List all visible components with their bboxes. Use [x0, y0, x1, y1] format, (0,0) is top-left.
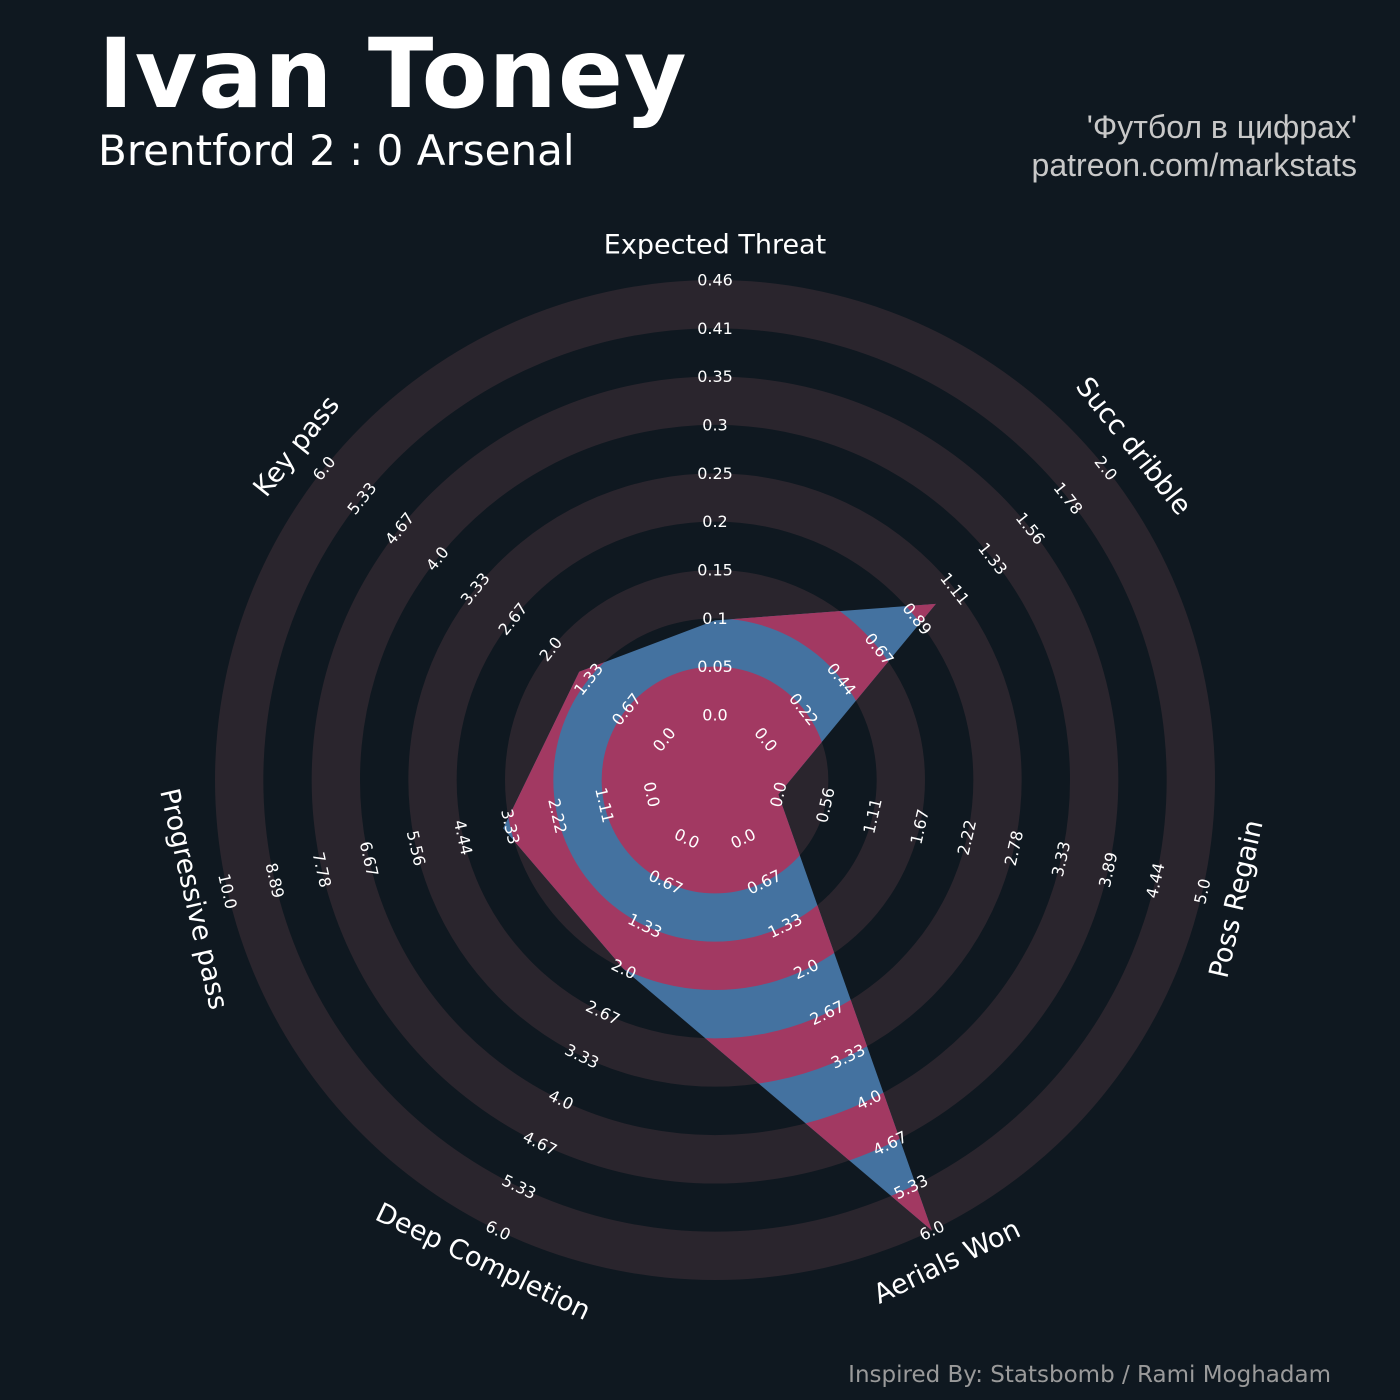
axis-label: Poss Regain [1204, 817, 1270, 981]
player-name-title: Ivan Toney [98, 18, 688, 130]
tick-label: 0.46 [697, 271, 733, 290]
footer-attribution: Inspired By: Statsbomb / Rami Moghadam [848, 1362, 1331, 1388]
tick-label: 0.05 [697, 657, 733, 676]
player-polygon [503, 603, 936, 1231]
tick-label: 0.41 [697, 319, 733, 338]
polygon-stripe [601, 666, 829, 894]
tick-label: 0.3 [702, 416, 727, 435]
credit-line-2: patreon.com/markstats [1031, 147, 1357, 183]
tick-label: 0.1 [702, 609, 727, 628]
axis-label: Expected Threat [604, 230, 826, 261]
tick-label: 0.35 [697, 367, 733, 386]
tick-label: 0.2 [702, 512, 727, 531]
tick-label: 0.0 [702, 706, 727, 725]
tick-label: 0.25 [697, 464, 733, 483]
credit-block: 'Футбол в цифрах' patreon.com/markstats [1032, 108, 1357, 184]
match-subtitle: Brentford 2 : 0 Arsenal [98, 126, 575, 175]
tick-label: 0.15 [697, 561, 733, 580]
credit-line-1: 'Футбол в цифрах' [1086, 109, 1357, 145]
